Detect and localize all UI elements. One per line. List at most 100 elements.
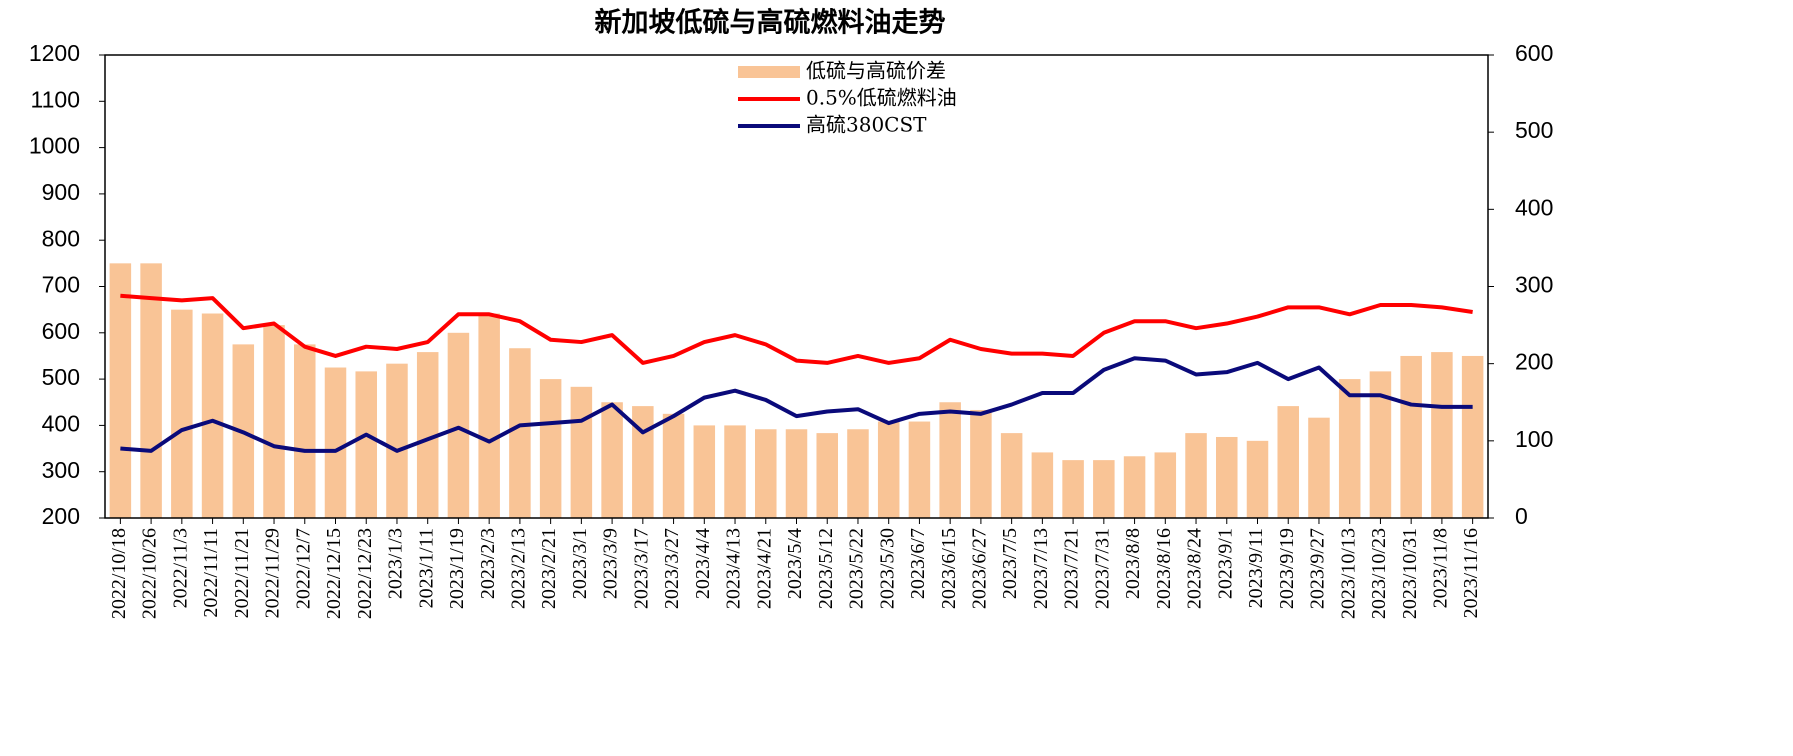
bar: [355, 371, 377, 518]
bar: [1277, 406, 1299, 518]
x-tick-label: 2023/6/7: [907, 528, 929, 599]
chart-title: 新加坡低硫与高硫燃料油走势: [595, 7, 946, 39]
bar: [539, 379, 562, 518]
bar: [1216, 436, 1238, 518]
x-tick-label: 2023/8/8: [1122, 528, 1144, 599]
bar: [1185, 433, 1207, 518]
x-tick-label: 2023/2/21: [538, 528, 560, 609]
x-tick-label: 2023/4/21: [753, 528, 775, 609]
bar: [386, 363, 408, 518]
legend-label: 低硫与高硫价差: [806, 59, 946, 83]
x-tick-label: 2023/9/27: [1307, 528, 1329, 609]
x-tick-label: 2023/10/13: [1337, 528, 1359, 619]
bar: [662, 413, 685, 518]
x-tick-label: 2022/11/21: [231, 528, 253, 618]
y-tick-label: 500: [42, 364, 80, 390]
x-tick-label: 2023/6/15: [938, 528, 960, 609]
bar: [447, 332, 470, 518]
x-tick-label: 2023/1/3: [385, 528, 407, 599]
y-tick-label: 1200: [29, 40, 80, 66]
bar: [847, 429, 869, 518]
bar: [785, 429, 808, 518]
y-tick-label: 1000: [29, 133, 80, 159]
line: [120, 356, 1473, 453]
bar: [1031, 452, 1054, 518]
bar: [263, 325, 285, 518]
bar: [601, 402, 623, 518]
x-tick-label: 2023/9/11: [1245, 528, 1267, 608]
bar: [1093, 460, 1115, 518]
bar: [1369, 371, 1392, 518]
bar: [171, 309, 193, 518]
y-tick-label: 900: [42, 179, 80, 205]
bar: [1400, 355, 1422, 518]
x-tick-label: 2023/1/11: [415, 528, 437, 608]
bar: [509, 348, 531, 518]
bar: [908, 421, 931, 518]
y2-tick-label: 400: [1515, 194, 1553, 220]
x-tick-label: 2022/10/18: [108, 528, 130, 619]
x-tick-label: 2023/9/19: [1276, 528, 1298, 609]
x-tick-label: 2023/3/27: [661, 528, 683, 609]
x-tick-label: 2022/11/29: [262, 528, 284, 618]
x-tick-label: 2022/12/7: [292, 528, 314, 609]
bar: [201, 313, 224, 518]
bar: [816, 433, 838, 518]
y-tick-label: 600: [42, 318, 80, 344]
line: [120, 293, 1473, 365]
x-tick-label: 2023/5/30: [876, 528, 898, 609]
bar: [1000, 433, 1023, 518]
bar: [1123, 456, 1146, 518]
x-tick-label: 2022/11/3: [169, 528, 191, 608]
x-tick-label: 2022/12/15: [323, 528, 345, 619]
bar: [324, 367, 347, 518]
x-tick-label: 2023/11/8: [1429, 528, 1451, 608]
x-tick-label: 2023/8/24: [1184, 528, 1206, 609]
x-tick-label: 2023/9/1: [1214, 528, 1236, 599]
x-tick-label: 2023/3/17: [630, 528, 652, 609]
x-tick-label: 2022/12/23: [354, 528, 376, 619]
y2-tick-label: 200: [1515, 349, 1553, 375]
bar: [877, 421, 900, 518]
x-tick-label: 2023/5/4: [784, 528, 806, 599]
bar: [1062, 460, 1084, 518]
x-tick-label: 2023/5/22: [846, 528, 868, 609]
bar: [478, 313, 500, 518]
bar: [1308, 417, 1330, 518]
bar: [1338, 379, 1361, 518]
y2-tick-label: 0: [1515, 503, 1528, 529]
y-tick-label: 800: [42, 225, 80, 251]
x-tick-label: 2023/2/13: [507, 528, 529, 609]
bar: [1431, 352, 1453, 518]
y2-tick-label: 500: [1515, 117, 1553, 143]
bar: [1154, 452, 1177, 518]
x-tick-label: 2023/4/4: [692, 528, 714, 599]
x-tick-label: 2023/7/21: [1061, 528, 1083, 609]
y-tick-label: 300: [42, 457, 80, 483]
bar: [109, 263, 132, 518]
bar: [570, 386, 593, 518]
x-tick-label: 2023/10/23: [1368, 528, 1390, 619]
x-tick-label: 2023/1/19: [446, 528, 468, 609]
x-tick-label: 2023/3/9: [600, 528, 622, 599]
x-tick-label: 2023/6/27: [968, 528, 990, 609]
legend-label: 高硫380CST: [806, 113, 927, 137]
bar: [970, 409, 992, 518]
x-tick-label: 2022/10/26: [139, 528, 161, 619]
bar: [632, 406, 654, 518]
bar: [294, 344, 316, 518]
y2-tick-label: 600: [1515, 40, 1553, 66]
x-tick-label: 2023/7/13: [1030, 528, 1052, 609]
x-tick-label: 2022/11/11: [200, 528, 222, 618]
y-tick-label: 1100: [31, 86, 80, 112]
x-tick-label: 2023/7/31: [1091, 528, 1113, 609]
bar: [939, 402, 961, 518]
legend-swatch: [738, 66, 800, 78]
x-tick-label: 2023/7/5: [999, 528, 1021, 599]
y-tick-label: 400: [42, 410, 80, 436]
x-tick-label: 2023/5/12: [815, 528, 837, 609]
bar: [140, 263, 162, 518]
bar: [755, 429, 777, 518]
legend-label: 0.5%低硫燃料油: [806, 86, 957, 110]
